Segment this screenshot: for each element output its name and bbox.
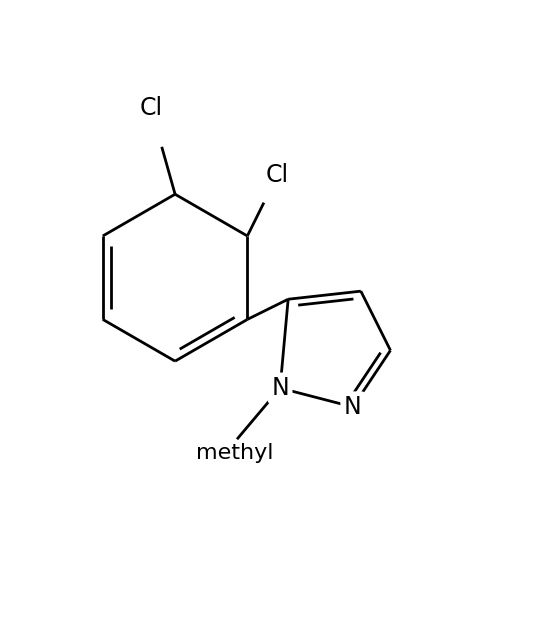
- Text: methyl: methyl: [195, 443, 273, 463]
- Text: Cl: Cl: [139, 96, 163, 120]
- Text: N: N: [271, 376, 289, 400]
- Text: Cl: Cl: [266, 164, 289, 187]
- Text: N: N: [344, 395, 362, 419]
